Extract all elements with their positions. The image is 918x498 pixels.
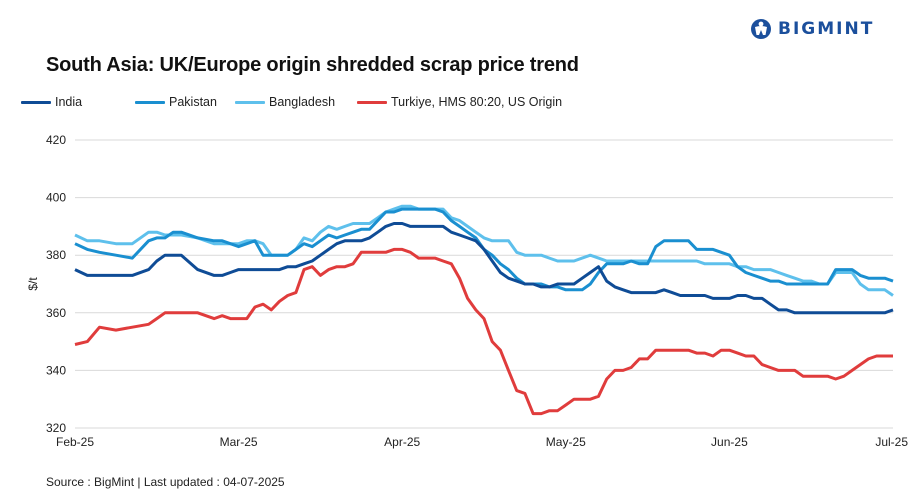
legend-swatch-pakistan: [135, 100, 165, 104]
bigmint-logo-icon: [751, 19, 771, 39]
x-tick-label: Mar-25: [220, 435, 258, 449]
brand-name: BIGMINT: [778, 19, 875, 39]
x-axis-ticks: Feb-25 Mar-25 Apr-25 May-25 Jun-25 Jul-25: [56, 435, 908, 449]
x-tick-label: Jul-25: [875, 435, 908, 449]
chart-legend: India Pakistan Bangladesh Turkiye, HMS 8…: [21, 95, 562, 109]
legend-label-india: India: [55, 95, 83, 109]
x-tick-label: May-25: [546, 435, 586, 449]
legend-label-turkiye: Turkiye, HMS 80:20, US Origin: [391, 95, 563, 109]
y-tick-label: 340: [46, 363, 66, 377]
x-tick-label: Apr-25: [384, 435, 420, 449]
legend-swatch-bangladesh: [235, 100, 265, 104]
grid-lines: [75, 139, 893, 429]
series-lines: [74, 204, 894, 416]
y-axis-ticks: 420 400 380 360 340 320: [46, 133, 66, 435]
chart-title: South Asia: UK/Europe origin shredded sc…: [46, 54, 579, 76]
source-footer: Source : BigMint | Last updated : 04-07-…: [46, 475, 285, 489]
y-axis-label: $/t: [26, 277, 40, 291]
y-tick-label: 360: [46, 306, 66, 320]
legend-item-bangladesh: Bangladesh: [235, 95, 337, 109]
brand-logo: BIGMINT: [750, 18, 874, 40]
x-tick-label: Feb-25: [56, 435, 94, 449]
legend-swatch-india: [21, 100, 51, 104]
y-tick-label: 380: [46, 248, 66, 262]
legend-swatch-turkiye: [357, 100, 387, 104]
series-line-turkiye: [74, 247, 893, 416]
series-line-pakistan: [74, 207, 894, 292]
legend-item-india: India: [21, 95, 135, 109]
legend-label-pakistan: Pakistan: [169, 95, 217, 109]
legend-item-pakistan: Pakistan: [135, 95, 224, 109]
legend-label-bangladesh: Bangladesh: [269, 95, 336, 109]
legend-item-turkiye: Turkiye, HMS 80:20, US Origin: [357, 95, 562, 109]
y-tick-label: 400: [46, 191, 66, 205]
x-tick-label: Jun-25: [711, 435, 748, 449]
y-tick-label: 420: [46, 133, 66, 147]
series-line-india: [74, 222, 894, 315]
y-tick-label: 320: [46, 421, 66, 435]
